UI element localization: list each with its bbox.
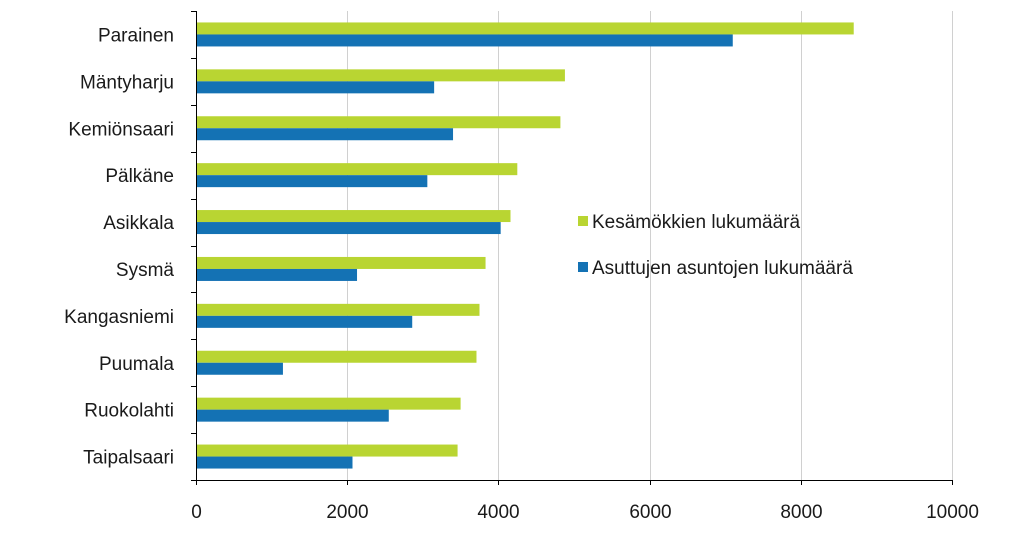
category-labels: Parainen Mäntyharju Kemiönsaari Pälkäne Asik… xyxy=(64,25,174,468)
x-tick-label: 4000 xyxy=(477,502,519,523)
legend-swatch-2 xyxy=(578,262,588,272)
category-label: Asikkala xyxy=(103,213,174,234)
bar-kemiönsaari-series-1 xyxy=(196,116,561,129)
category-label: Sysmä xyxy=(116,260,175,281)
bar-asikkala-series-2 xyxy=(196,222,501,235)
bars xyxy=(196,22,854,469)
bar-parainen-series-2 xyxy=(196,34,733,47)
category-label: Kangasniemi xyxy=(64,307,174,328)
category-label: Mäntyharju xyxy=(80,72,174,93)
bar-kemiönsaari-series-2 xyxy=(196,128,454,141)
category-label: Parainen xyxy=(98,25,174,46)
bar-kangasniemi-series-1 xyxy=(196,303,480,316)
bar-ruokolahti-series-1 xyxy=(196,397,461,410)
axes xyxy=(191,11,953,485)
bar-pälkäne-series-1 xyxy=(196,163,518,176)
legend: Kesämökkien lukumäärä Asuttujen asuntojen… xyxy=(578,212,853,279)
bar-ruokolahti-series-2 xyxy=(196,409,389,422)
legend-label-2: Asuttujen asuntojen lukumäärä xyxy=(592,258,853,279)
bar-puumala-series-1 xyxy=(196,350,477,363)
x-tick-labels: 0 2000 4000 6000 8000 10000 xyxy=(191,502,979,523)
bar-sysmä-series-1 xyxy=(196,256,486,269)
legend-swatch-1 xyxy=(578,216,588,226)
legend-label-1: Kesämökkien lukumäärä xyxy=(592,212,800,233)
category-label: Pälkäne xyxy=(105,166,174,187)
bar-mäntyharju-series-2 xyxy=(196,81,435,94)
x-tick-label: 6000 xyxy=(629,502,671,523)
x-tick-label: 2000 xyxy=(326,502,368,523)
bar-mäntyharju-series-1 xyxy=(196,69,565,82)
bar-puumala-series-2 xyxy=(196,362,283,375)
bar-taipalsaari-series-1 xyxy=(196,444,458,457)
category-label: Ruokolahti xyxy=(84,401,174,422)
bar-pälkäne-series-2 xyxy=(196,175,428,188)
x-tick-label: 8000 xyxy=(780,502,822,523)
bar-kangasniemi-series-2 xyxy=(196,315,413,328)
category-label: Kemiönsaari xyxy=(68,119,174,140)
category-label: Taipalsaari xyxy=(83,448,174,469)
bar-taipalsaari-series-2 xyxy=(196,456,353,469)
x-tick-label: 0 xyxy=(191,502,202,523)
bar-asikkala-series-1 xyxy=(196,210,511,223)
bar-sysmä-series-2 xyxy=(196,268,358,281)
x-tick-label: 10000 xyxy=(926,502,979,523)
bar-parainen-series-1 xyxy=(196,22,854,35)
category-label: Puumala xyxy=(99,354,174,375)
